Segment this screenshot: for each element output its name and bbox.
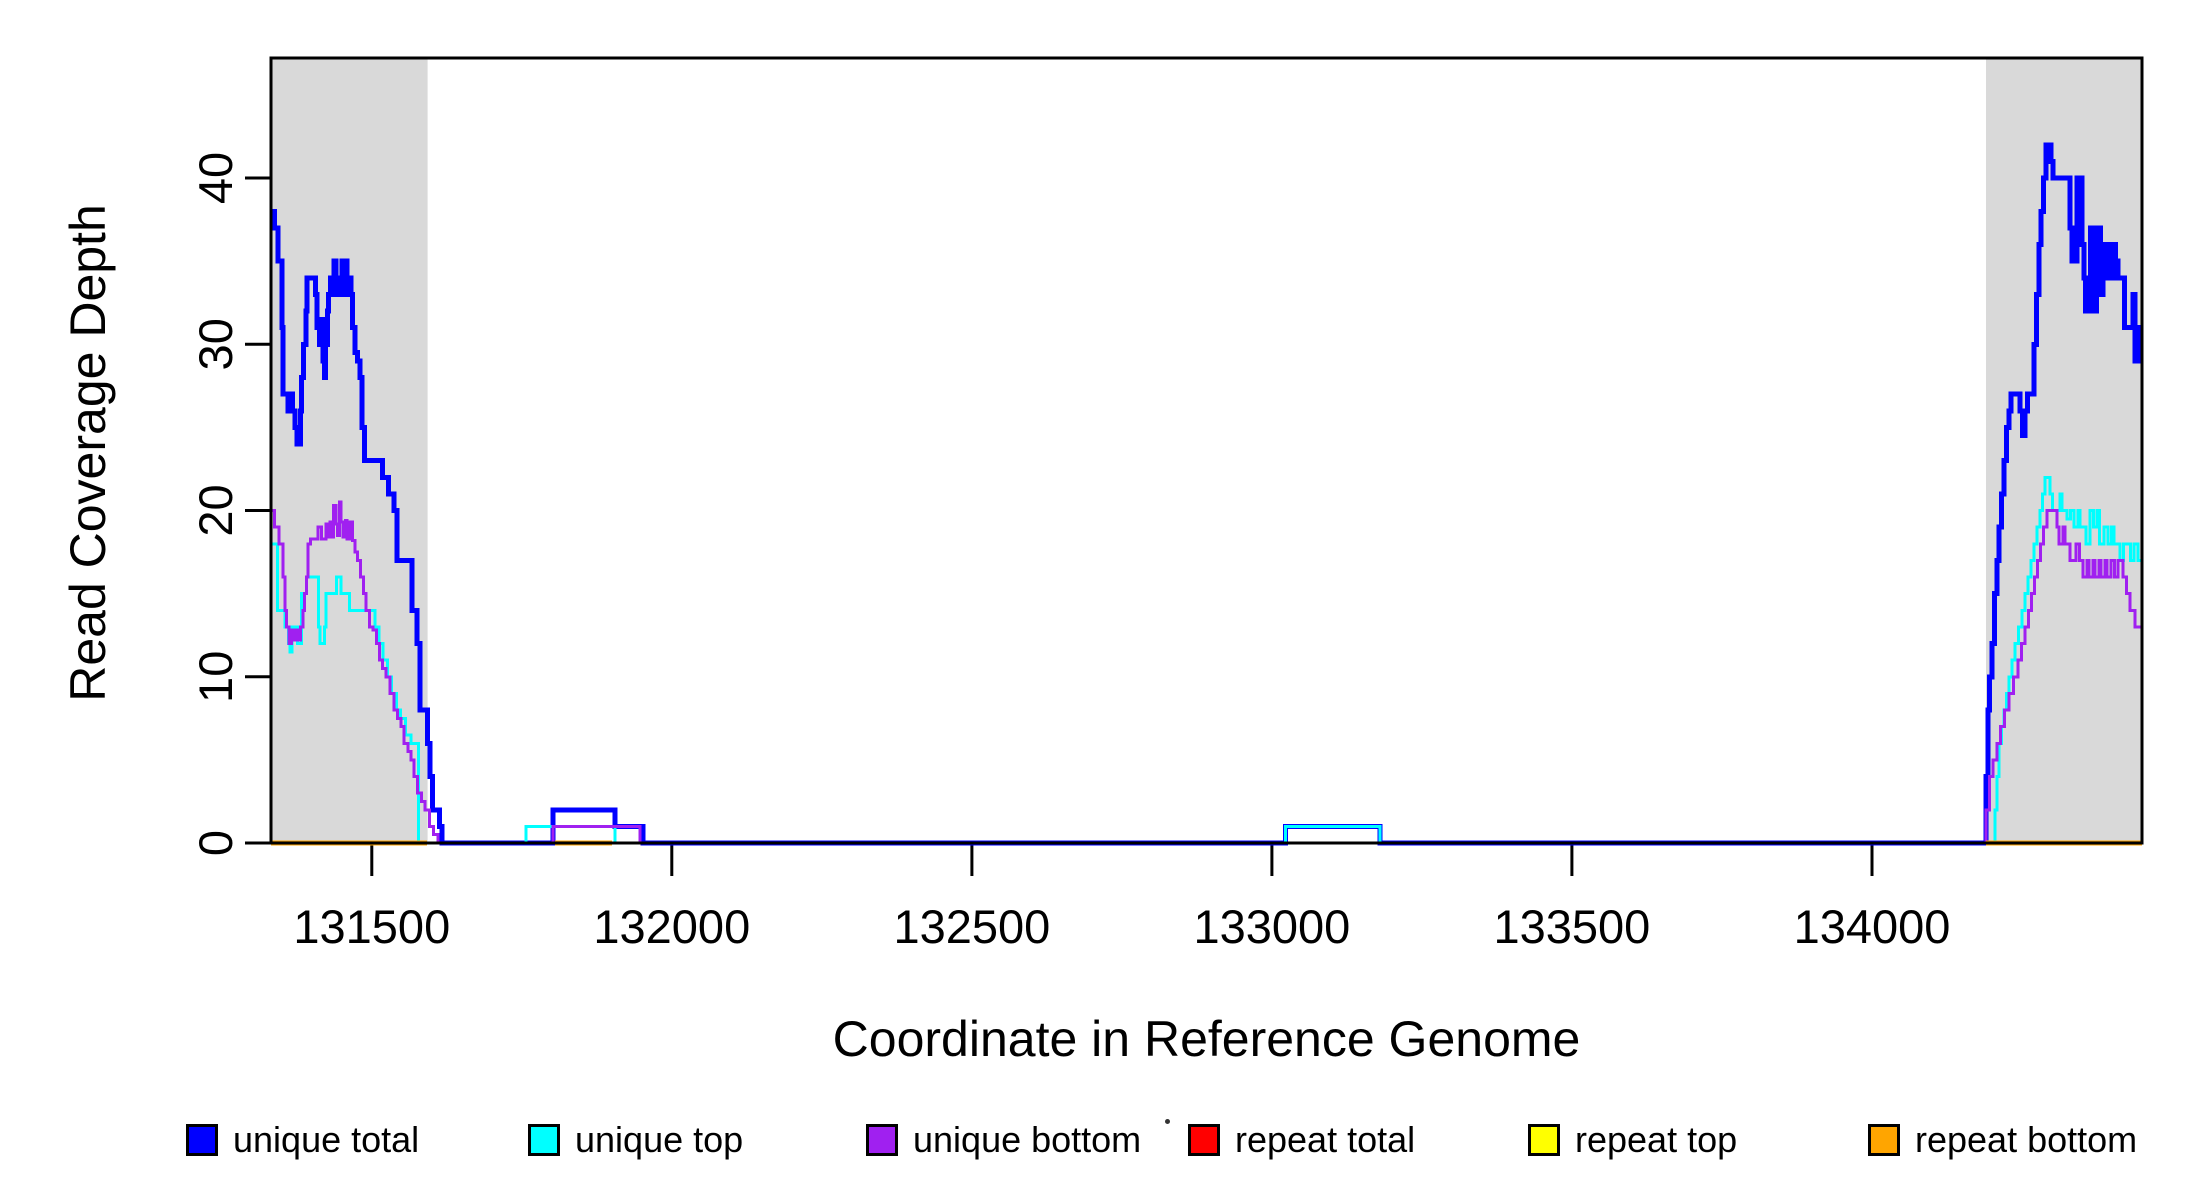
legend-swatch-icon: [1868, 1124, 1900, 1156]
legend-item-repeat-total: repeat total: [1188, 1118, 1415, 1162]
legend-swatch-icon: [186, 1124, 218, 1156]
legend-swatch-icon: [866, 1124, 898, 1156]
x-tick-label: 132500: [893, 900, 1050, 953]
x-tick-label: 134000: [1794, 900, 1951, 953]
legend-dot-artifact: [1165, 1119, 1170, 1124]
legend-item-repeat-top: repeat top: [1528, 1118, 1737, 1162]
legend-swatch-icon: [1188, 1124, 1220, 1156]
y-tick-label: 30: [189, 318, 242, 370]
x-tick-label: 131500: [293, 900, 450, 953]
legend-item-unique-bottom: unique bottom: [866, 1118, 1141, 1162]
legend-swatch-icon: [1528, 1124, 1560, 1156]
plot-border: [269, 56, 2144, 845]
y-tick-label: 20: [189, 484, 242, 536]
y-tick-label: 40: [189, 152, 242, 204]
legend-item-unique-total: unique total: [186, 1118, 419, 1162]
series-unique-top: [271, 475, 2142, 845]
series-unique-total: [271, 142, 2143, 846]
series-unique-bottom: [271, 500, 2142, 845]
legend-label: repeat bottom: [1915, 1119, 2138, 1160]
x-tick-label: 133000: [1193, 900, 1350, 953]
legend-item-unique-top: unique top: [528, 1118, 743, 1162]
legend-label: unique total: [233, 1119, 420, 1160]
legend-label: repeat total: [1235, 1119, 1416, 1160]
y-axis-title: Read Coverage Depth: [60, 204, 116, 702]
legend-label: unique top: [575, 1119, 744, 1160]
legend-swatch-icon: [528, 1124, 560, 1156]
y-tick-label: 0: [189, 830, 242, 856]
x-tick-label: 132000: [593, 900, 750, 953]
y-tick-label: 10: [189, 651, 242, 703]
x-tick-label: 133500: [1493, 900, 1650, 953]
x-axis-title: Coordinate in Reference Genome: [832, 1011, 1581, 1067]
legend-label: unique bottom: [913, 1119, 1142, 1160]
legend-item-repeat-bottom: repeat bottom: [1868, 1118, 2137, 1162]
shaded-region-right: [1986, 58, 2142, 843]
legend-label: repeat top: [1575, 1119, 1738, 1160]
